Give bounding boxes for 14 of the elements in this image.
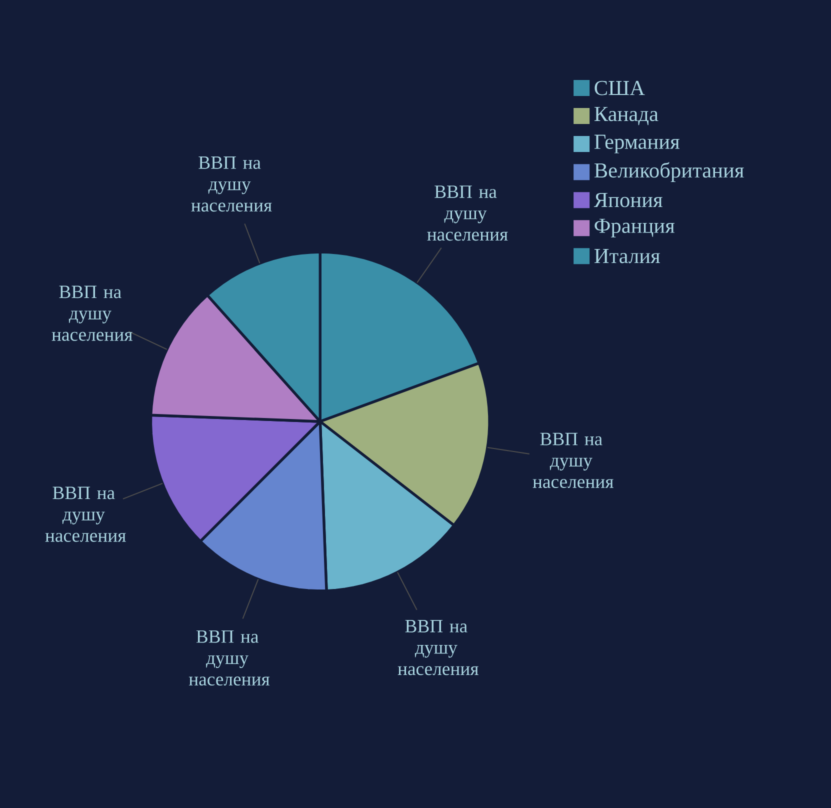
legend-label: США xyxy=(594,80,645,96)
data-label: ВВП на душу населения xyxy=(398,620,478,675)
legend-label: Италия xyxy=(594,248,660,264)
data-label: ВВП на душу населения xyxy=(427,185,508,241)
legend-label: Япония xyxy=(594,192,662,208)
data-label: ВВП на душу населения xyxy=(45,486,126,542)
legend-label: Великобритания xyxy=(594,162,744,182)
legend-label: Канада xyxy=(594,106,658,125)
data-label: ВВП на душу населения xyxy=(532,432,614,488)
data-label: ВВП на душу населения xyxy=(52,286,132,341)
data-label: ВВП на душу населения xyxy=(191,156,272,212)
legend-label: Германия xyxy=(594,134,680,154)
data-label: ВВП на душу населения xyxy=(188,630,270,686)
legend-label: Франция xyxy=(594,218,675,238)
